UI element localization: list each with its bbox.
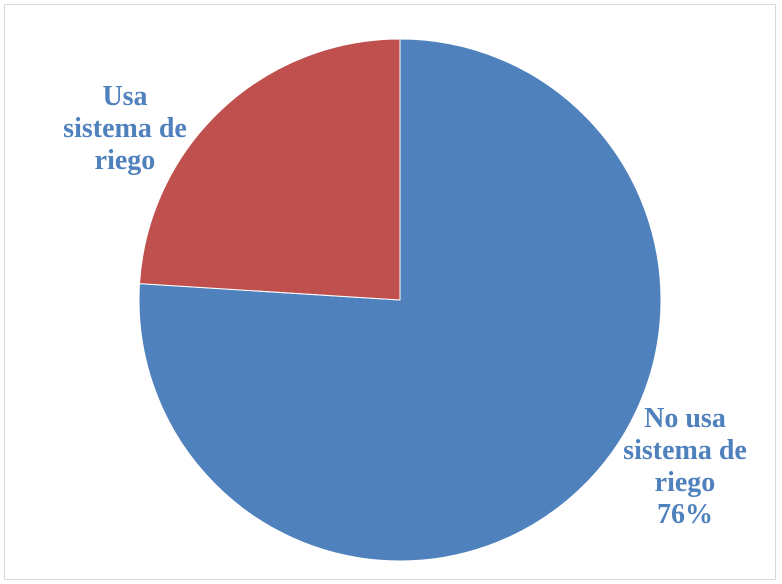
slice-label-usa-line2: sistema de	[63, 113, 187, 144]
pie-slice-no-usa-sistema-de-riego	[138, 38, 662, 562]
slice-label-no-usa-sistema-de-riego: No usa sistema de riego 76%	[600, 403, 770, 531]
pie-slice-usa-sistema-de-riego	[138, 38, 401, 301]
slice-label-usa-line1: Usa	[102, 81, 148, 112]
slice-label-usa-sistema-de-riego: Usa sistema de riego	[50, 81, 200, 177]
slice-label-no-usa-percent: 76%	[657, 499, 713, 530]
slice-label-usa-line3: riego	[94, 145, 156, 176]
slice-label-no-usa-line2: sistema de	[623, 435, 747, 466]
slice-label-no-usa-line1: No usa	[644, 403, 726, 434]
slice-label-no-usa-line3: riego	[654, 467, 716, 498]
